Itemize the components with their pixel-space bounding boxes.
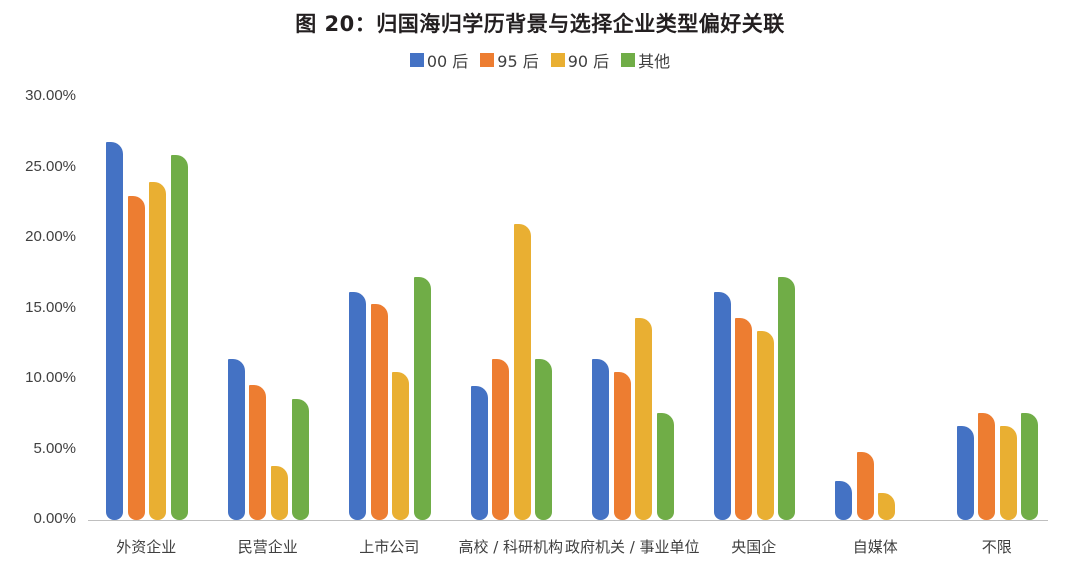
bar [592, 359, 609, 520]
legend-swatch [480, 53, 495, 67]
bar [470, 386, 488, 520]
bar [1021, 412, 1038, 520]
bar [292, 398, 309, 520]
y-tick-label: 10.00% [25, 369, 76, 386]
legend-item: 00 后 [409, 48, 469, 72]
chart-title: 图 20：归国海归学历背景与选择企业类型偏好关联 [295, 12, 785, 36]
bar [856, 452, 874, 520]
legend-swatch [409, 53, 424, 67]
legend-label: 95 后 [497, 52, 539, 71]
bar [149, 181, 166, 520]
legend-item: 其他 [621, 48, 670, 72]
y-tick-label: 30.00% [25, 87, 76, 104]
bar [656, 412, 674, 520]
legend-item: 95 后 [480, 48, 539, 72]
x-tick-label: 民营企业 [237, 538, 298, 556]
y-tick-label: 15.00% [25, 298, 76, 316]
y-tick-label: 20.00% [25, 228, 76, 245]
legend-swatch [621, 53, 636, 67]
legend-label: 90 后 [567, 52, 610, 71]
bar [349, 291, 366, 520]
bar [978, 412, 995, 520]
bar [413, 277, 431, 520]
bar [613, 371, 631, 520]
bar [392, 371, 409, 520]
legend-label: 00 后 [426, 52, 469, 71]
bar [127, 195, 145, 520]
x-tick-label: 自媒体 [852, 538, 898, 556]
bar [106, 142, 123, 520]
bar [370, 304, 388, 520]
legend-swatch [550, 53, 565, 67]
bar [492, 359, 509, 520]
bar [535, 359, 552, 520]
bar [513, 223, 531, 520]
y-tick-label: 5.00% [33, 439, 76, 457]
bar [170, 154, 188, 520]
x-tick-label: 高校 / 科研机构 [458, 538, 564, 556]
bar [835, 480, 852, 520]
chart-legend: 00 后 95 后 90 后 其他 [0, 48, 1080, 72]
y-tick-label: 0.00% [33, 510, 76, 527]
x-tick-label: 外资企业 [116, 538, 177, 556]
bar [956, 425, 974, 520]
x-tick-label: 不限 [981, 538, 1012, 556]
bar [270, 466, 288, 520]
bar [778, 277, 795, 520]
bar [878, 493, 895, 520]
bar [999, 425, 1017, 520]
x-tick-label: 央国企 [731, 538, 777, 556]
y-tick-label: 25.00% [25, 157, 76, 175]
bar [735, 318, 752, 520]
legend-label: 其他 [638, 52, 671, 71]
bar [635, 318, 652, 520]
bar [227, 359, 245, 520]
legend-item: 90 后 [550, 48, 610, 72]
bar [713, 291, 731, 520]
bar [249, 384, 266, 520]
bar [756, 331, 774, 520]
x-tick-label: 政府机关 / 事业单位 [564, 538, 700, 556]
x-tick-label: 上市公司 [359, 538, 420, 556]
x-axis-line [88, 520, 1048, 521]
